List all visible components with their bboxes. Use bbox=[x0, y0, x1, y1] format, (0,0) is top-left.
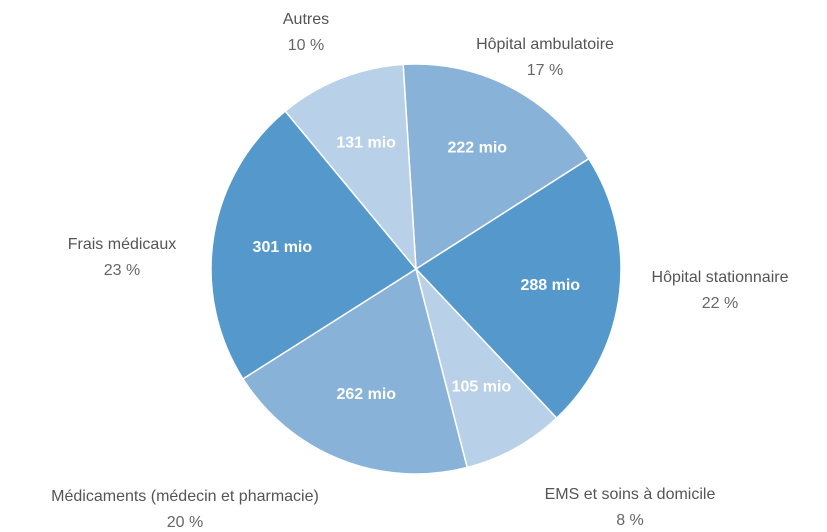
pie-slice bbox=[414, 157, 622, 420]
value-label: 222 mio bbox=[447, 140, 507, 157]
slice-name: Médicaments (médecin et pharmacie) bbox=[51, 488, 319, 505]
value-label: 262 mio bbox=[336, 386, 396, 403]
share-label: 17 % bbox=[527, 62, 563, 79]
slice-name: Frais médicaux bbox=[68, 236, 176, 253]
share-label: 8 % bbox=[616, 512, 644, 529]
slice-name: Hôpital stationnaire bbox=[652, 269, 789, 286]
share-label: 10 % bbox=[288, 37, 324, 54]
pie-slice bbox=[402, 63, 590, 271]
slice-name: Hôpital ambulatoire bbox=[476, 36, 614, 53]
value-label: 288 mio bbox=[520, 277, 580, 294]
pie-slice bbox=[284, 63, 417, 272]
pie-slice bbox=[210, 110, 418, 380]
share-label: 23 % bbox=[104, 262, 140, 279]
slice-name: EMS et soins à domicile bbox=[545, 486, 716, 503]
pie-slice bbox=[241, 267, 469, 475]
share-label: 20 % bbox=[167, 514, 203, 531]
share-label: 22 % bbox=[702, 295, 738, 312]
value-label: 301 mio bbox=[253, 239, 313, 256]
value-label: 131 mio bbox=[336, 134, 396, 151]
slice-name: Autres bbox=[283, 11, 329, 28]
value-label: 105 mio bbox=[452, 379, 512, 396]
pie-slice bbox=[415, 268, 558, 469]
